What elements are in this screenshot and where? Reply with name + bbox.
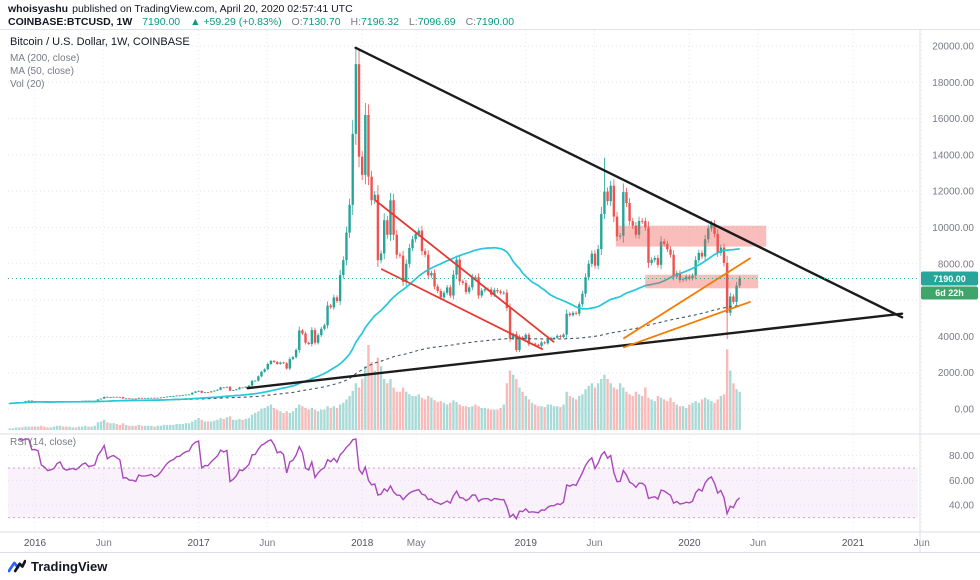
svg-text:12000.00: 12000.00 [932,187,974,198]
volume-layer [8,345,741,430]
low-label: L: [408,16,418,28]
svg-text:May: May [407,538,426,549]
publish-info: whoisyashu published on TradingView.com, … [8,2,980,16]
svg-text:Jun: Jun [750,538,766,549]
svg-text:0.00: 0.00 [955,405,975,416]
chart-legend[interactable]: Bitcoin / U.S. Dollar, 1W, COINBASE MA (… [10,36,190,91]
tradingview-logo-icon [8,559,26,573]
trendlines-layer [246,46,904,390]
svg-text:2019: 2019 [515,538,538,549]
svg-text:2020: 2020 [678,538,701,549]
svg-text:2021: 2021 [842,538,865,549]
svg-text:7190.00: 7190.00 [933,274,966,284]
svg-text:80.00: 80.00 [949,451,974,462]
price-change: ▲ +59.29 (+0.83%) [190,16,282,28]
ma200-legend[interactable]: MA (200, close) [10,53,80,64]
svg-text:40.00: 40.00 [949,501,974,512]
svg-text:Jun: Jun [259,538,275,549]
brand-name[interactable]: TradingView [31,559,108,574]
svg-text:14000.00: 14000.00 [932,150,974,161]
svg-text:2000.00: 2000.00 [938,368,975,379]
symbol-info-bar: COINBASE:BTCUSD, 1W 7190.00 ▲ +59.29 (+0… [8,16,980,29]
tradingview-logo[interactable] [8,559,26,574]
svg-text:16000.00: 16000.00 [932,114,974,125]
price-badge: 7190.00 6d 22h [921,271,978,300]
svg-text:Jun: Jun [586,538,602,549]
rsi-pane: 80.00 60.00 40.00 [8,451,974,519]
svg-text:60.00: 60.00 [949,476,974,487]
svg-text:Jun: Jun [914,538,930,549]
ma50-line [9,246,740,405]
svg-text:4000.00: 4000.00 [938,332,975,343]
candles-layer [8,47,741,405]
price-axis-labels[interactable]: 20000.00 18000.00 16000.00 14000.00 12000.00… [932,42,974,416]
footer-bar: TradingView [0,553,980,580]
high-value: 7196.32 [361,16,399,28]
rsi-line [18,438,741,521]
high-label: H: [350,16,362,28]
low-value: 7096.69 [417,16,456,28]
interval-label: 1W [116,16,133,28]
time-axis-labels[interactable]: 2016 Jun 2017 Jun 2018 May 2019 Jun 2020 Jun 2021 J… [24,538,930,549]
chart-title: Bitcoin / U.S. Dollar, 1W, COINBASE [10,36,190,48]
zones-layer [615,225,767,289]
close-label: C: [465,16,477,28]
last-price-value: 7190.00 [142,16,181,28]
publish-note: published on TradingView.com, April 20, … [72,3,353,15]
volume-legend[interactable]: Vol (20) [10,79,45,90]
open-label: O: [291,16,303,28]
ma50-legend[interactable]: MA (50, close) [10,66,74,77]
svg-text:2017: 2017 [187,538,210,549]
header-bar: whoisyashu published on TradingView.com, … [0,0,980,30]
author-name: whoisyashu [8,3,69,15]
svg-text:2016: 2016 [24,538,47,549]
svg-text:8000.00: 8000.00 [938,259,975,270]
svg-text:18000.00: 18000.00 [932,78,974,89]
open-value: 7130.70 [302,16,341,28]
close-value: 7190.00 [476,16,515,28]
svg-text:2018: 2018 [351,538,374,549]
grid-layer [8,30,923,532]
svg-text:20000.00: 20000.00 [932,42,974,53]
svg-text:Jun: Jun [96,538,112,549]
svg-text:10000.00: 10000.00 [932,223,974,234]
svg-text:6d 22h: 6d 22h [935,288,964,298]
symbol-name: COINBASE:BTCUSD, [8,16,114,28]
pane-separators [0,30,980,553]
rsi-legend[interactable]: RSI (14, close) [10,437,77,448]
